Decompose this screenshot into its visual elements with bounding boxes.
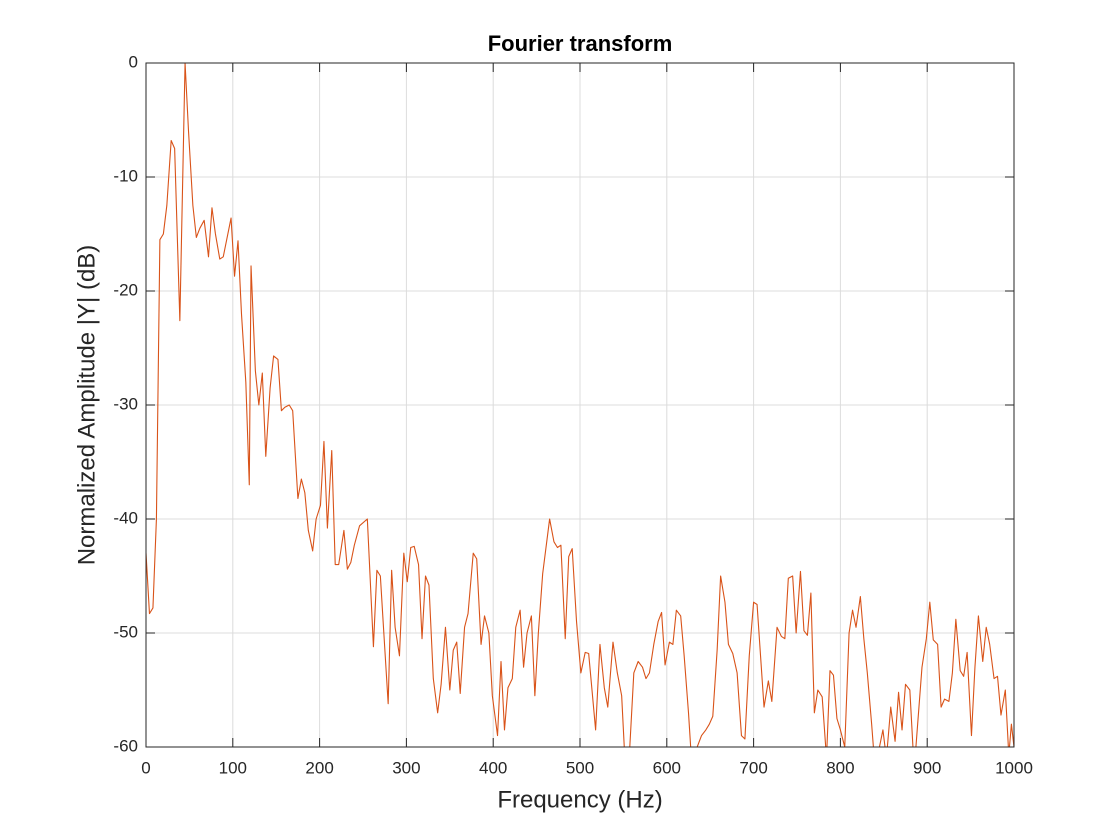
x-tick-label: 900 xyxy=(913,758,941,777)
x-axis-label: Frequency (Hz) xyxy=(497,786,662,813)
y-tick-label: 0 xyxy=(129,52,138,71)
x-tick-label: 400 xyxy=(479,758,507,777)
plot-lines xyxy=(146,63,1014,747)
x-tick-label: 500 xyxy=(566,758,594,777)
x-tick-label: 300 xyxy=(392,758,420,777)
y-tick-label: -30 xyxy=(113,394,138,413)
x-tick-label: 100 xyxy=(219,758,247,777)
y-tick-label: -60 xyxy=(113,736,138,755)
y-tick-label: -50 xyxy=(113,622,138,641)
x-tick-label: 600 xyxy=(653,758,681,777)
x-tick-label: 0 xyxy=(141,758,150,777)
y-tick-label: -20 xyxy=(113,280,138,299)
y-tick-label: -10 xyxy=(113,166,138,185)
x-tick-label: 800 xyxy=(826,758,854,777)
chart-title: Fourier transform xyxy=(488,31,673,56)
x-tick-label: 700 xyxy=(739,758,767,777)
ticks: 0 100 200 300 400 500 600 700 800 900 1000 -60 -50 -4… xyxy=(113,52,1032,777)
x-tick-label: 200 xyxy=(305,758,333,777)
y-tick-label: -40 xyxy=(113,508,138,527)
y-axis-label: Normalized Amplitude |Y| (dB) xyxy=(73,245,100,566)
spectrum-line xyxy=(146,63,1014,747)
x-tick-label: 1000 xyxy=(995,758,1033,777)
